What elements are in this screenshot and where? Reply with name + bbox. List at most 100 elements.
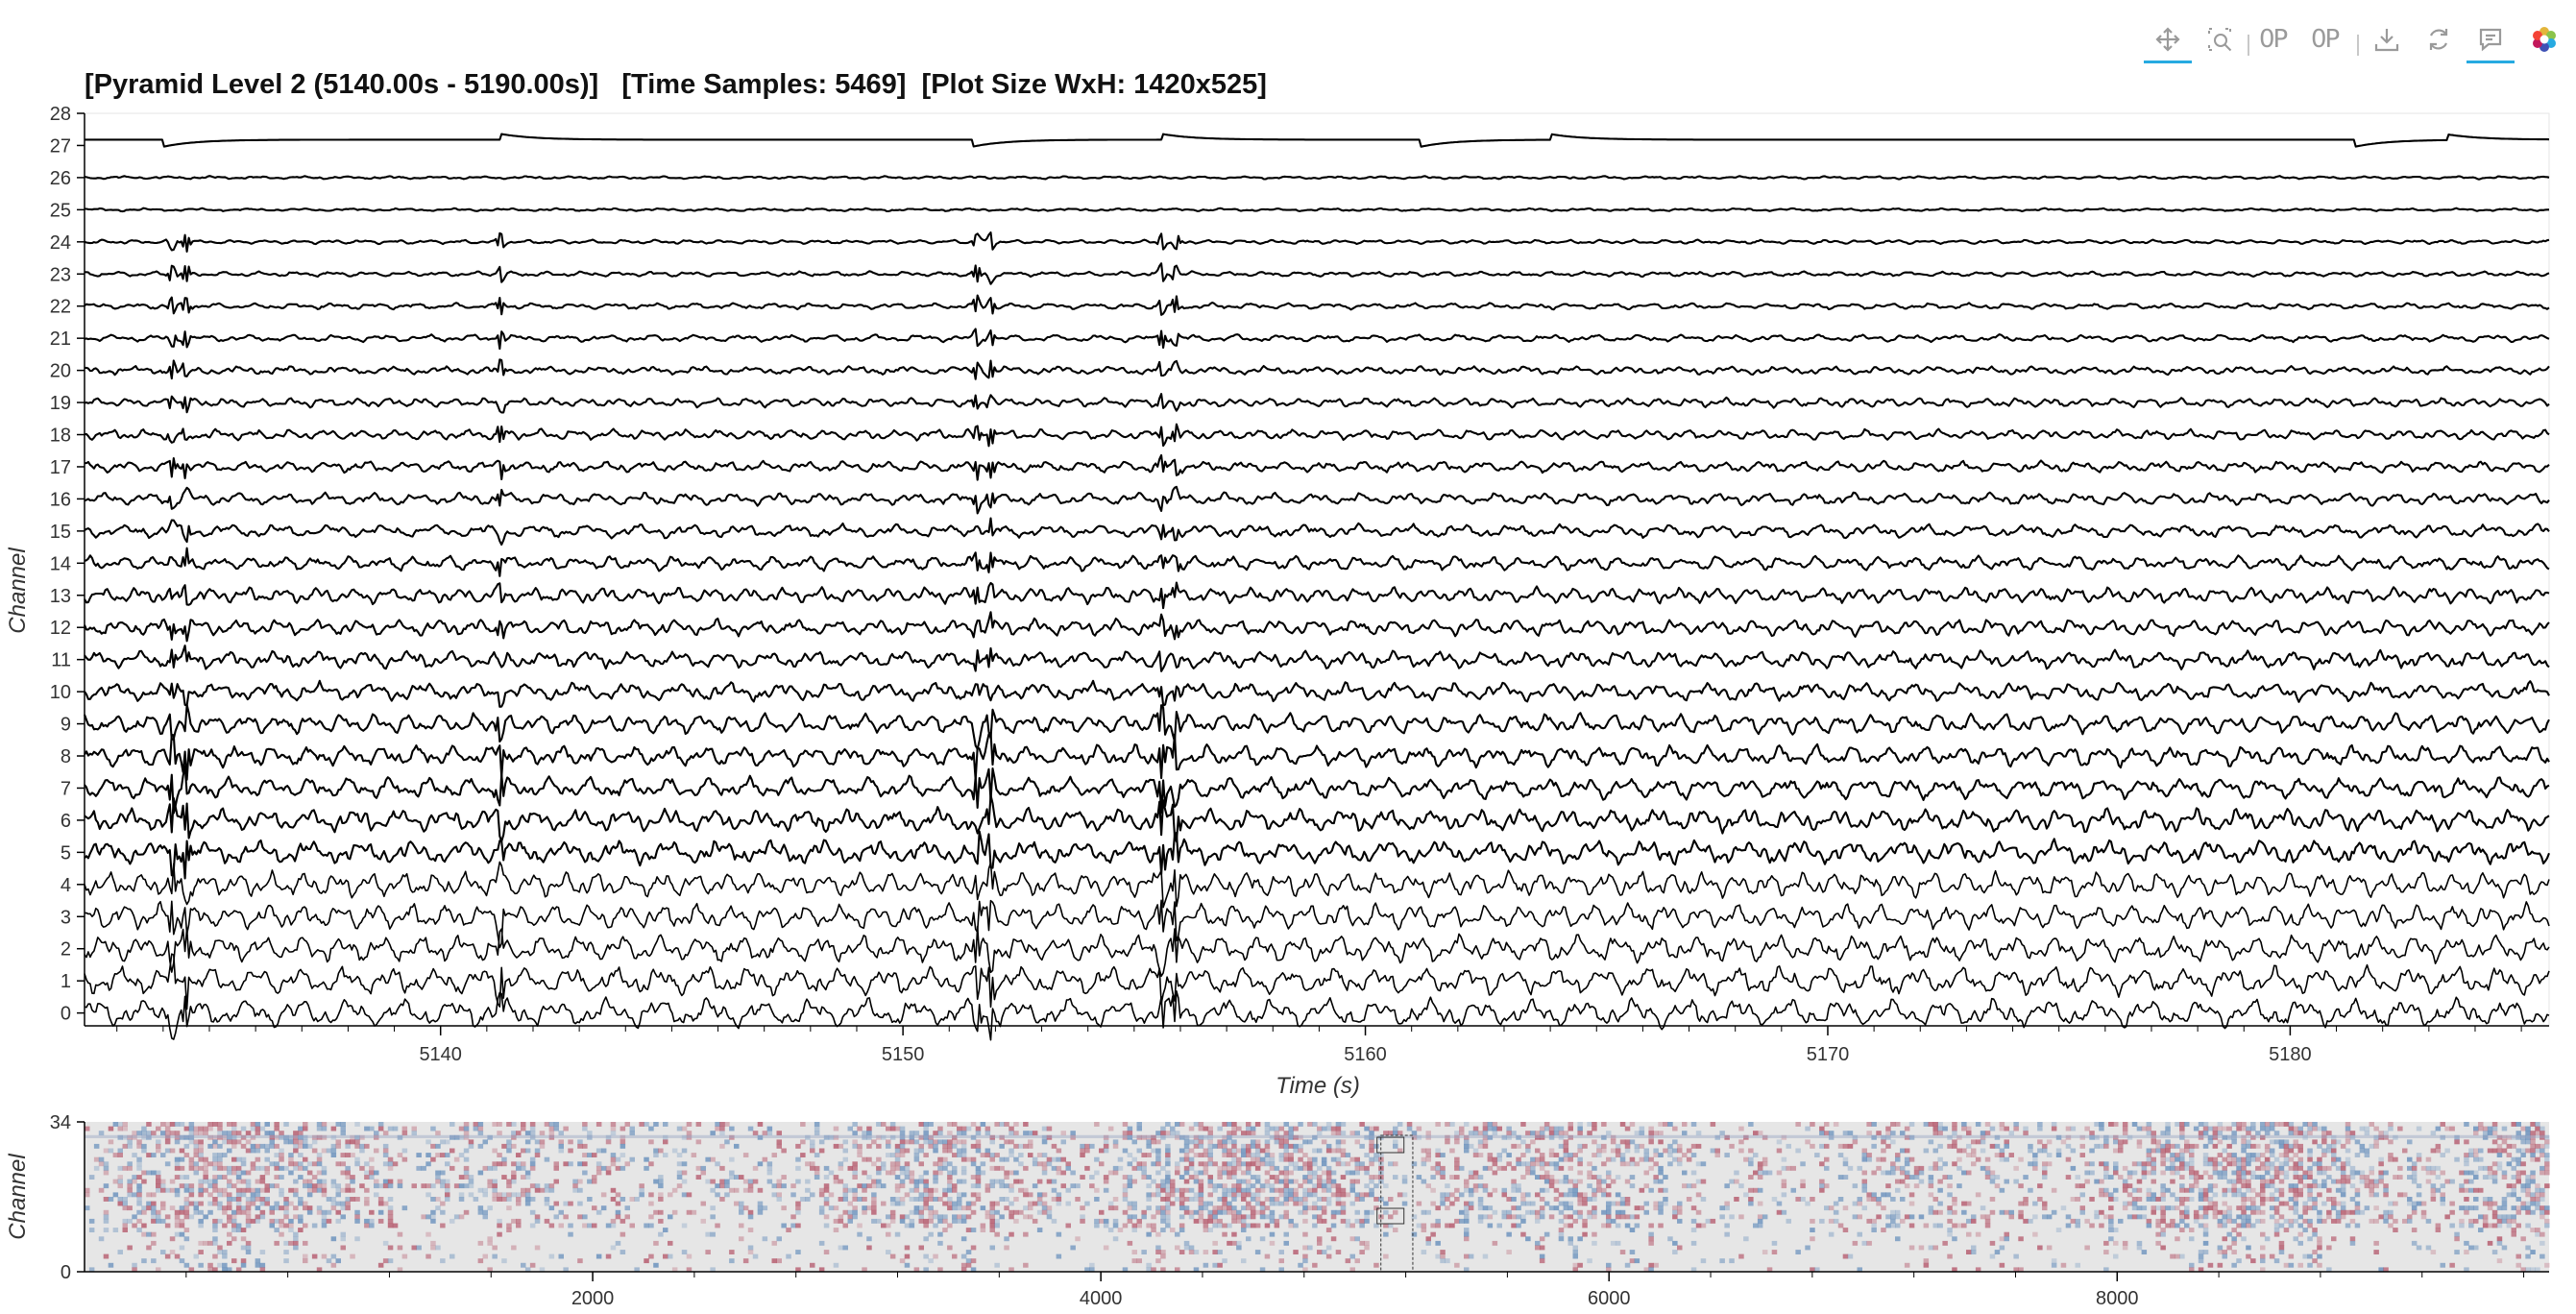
heatmap-cell (174, 1122, 181, 1127)
bokeh-logo-link[interactable] (2518, 13, 2570, 67)
heatmap-cell (2321, 1201, 2327, 1206)
zoom-in-tool-button[interactable]: 0P (2251, 13, 2303, 67)
heatmap-cell (592, 1223, 597, 1229)
heatmap-cell (1932, 1245, 1938, 1251)
heatmap-cell (2264, 1197, 2271, 1202)
heatmap-cell (2094, 1122, 2100, 1127)
heatmap-cell (933, 1139, 938, 1145)
heatmap-cell (2212, 1170, 2219, 1176)
heatmap-cell (340, 1161, 346, 1167)
pan-tool-button[interactable] (2142, 13, 2194, 67)
heatmap-cell (311, 1183, 318, 1189)
heatmap-cell (2122, 1205, 2128, 1211)
heatmap-cell (2155, 1205, 2161, 1211)
heatmap-cell (1288, 1192, 1294, 1198)
heatmap-cell (2288, 1131, 2295, 1136)
heatmap-cell (1131, 1214, 1137, 1220)
heatmap-cell (397, 1245, 403, 1251)
heatmap-cell (1302, 1179, 1308, 1184)
heatmap-cell (2075, 1223, 2080, 1229)
heatmap-cell (1824, 1143, 1830, 1149)
heatmap-cell (1036, 1153, 1043, 1157)
heatmap-cell (350, 1153, 355, 1157)
heatmap-cell (904, 1161, 911, 1167)
heatmap-cell (1567, 1179, 1573, 1184)
heatmap-cell (1227, 1175, 1232, 1180)
heatmap-cell (1312, 1183, 1318, 1189)
heatmap-cell (1435, 1148, 1441, 1154)
heatmap-cell (316, 1183, 323, 1189)
heatmap-cell (521, 1161, 526, 1167)
heatmap-cell (1567, 1122, 1573, 1127)
heatmap-cell (2099, 1179, 2104, 1184)
heatmap-cell (847, 1214, 853, 1220)
heatmap-cell (2241, 1197, 2247, 1202)
reset-tool-button[interactable] (2413, 13, 2465, 67)
heatmap-cell (970, 1175, 977, 1180)
heatmap-cell (2013, 1179, 2019, 1184)
heatmap-cell (1634, 1143, 1640, 1149)
heatmap-cell (577, 1214, 583, 1220)
heatmap-cell (303, 1143, 308, 1149)
heatmap-cell (2226, 1214, 2232, 1220)
heatmap-cell (1596, 1148, 1602, 1154)
heatmap-cell (842, 1245, 848, 1251)
heatmap-cell (183, 1228, 190, 1232)
heatmap-cell (2231, 1236, 2237, 1242)
heatmap-cell (1141, 1209, 1147, 1215)
heatmap-cell (416, 1245, 422, 1251)
heatmap-cell (1824, 1165, 1830, 1171)
heatmap-cell (818, 1139, 825, 1145)
heatmap-cell (620, 1134, 626, 1140)
heatmap-cell (989, 1139, 995, 1145)
heatmap-cell (1913, 1175, 1920, 1180)
heatmap-cell (1572, 1245, 1578, 1251)
heatmap-cell (2416, 1201, 2422, 1206)
heatmap-cell (989, 1223, 995, 1229)
zoom-out-tool-button[interactable]: 0P (2303, 13, 2355, 67)
heatmap-cell (1307, 1122, 1313, 1127)
heatmap-cell (1231, 1161, 1237, 1167)
heatmap-cell (810, 1192, 815, 1198)
heatmap-cell (960, 1192, 967, 1198)
heatmap-cell (2207, 1205, 2214, 1211)
heatmap-cell (1980, 1148, 1986, 1154)
save-tool-button[interactable] (2361, 13, 2413, 67)
heatmap-cell (1445, 1258, 1450, 1264)
heatmap-cell (227, 1139, 232, 1145)
heatmap-cell (1771, 1240, 1778, 1246)
heatmap-cell (2141, 1161, 2148, 1167)
heatmap-cell (2217, 1131, 2224, 1136)
hover-tool-button[interactable] (2465, 13, 2516, 67)
heatmap-cell (2264, 1170, 2271, 1176)
heatmap-cell (1629, 1258, 1636, 1264)
heatmap-cell (222, 1131, 228, 1136)
heatmap-cell (923, 1187, 929, 1193)
heatmap-cell (595, 1253, 602, 1259)
heatmap-cell (350, 1197, 355, 1202)
heatmap-cell (2155, 1231, 2161, 1237)
heatmap-cell (1572, 1179, 1578, 1184)
heatmap-cell (605, 1134, 612, 1140)
heatmap-cell (1302, 1218, 1308, 1224)
overview-minimap[interactable]: 034 2000 4000 6000 8000 Channel (0, 1114, 2576, 1306)
main-signal-plot[interactable]: 0123456789101112131415161718192021222324… (0, 96, 2576, 1210)
heatmap-cell (132, 1214, 137, 1220)
heatmap-cell (1393, 1175, 1398, 1180)
heatmap-cell (1165, 1218, 1171, 1224)
heatmap-cell (487, 1165, 493, 1171)
heatmap-cell (1477, 1143, 1484, 1149)
heatmap-cell (1298, 1122, 1303, 1127)
heatmap-cell (117, 1153, 123, 1157)
heatmap-cell (306, 1179, 313, 1184)
heatmap-cell (2411, 1240, 2418, 1246)
heatmap-cell (521, 1148, 526, 1154)
heatmap-cell (994, 1165, 1000, 1171)
heatmap-cell (2420, 1201, 2427, 1206)
heatmap-cell (2241, 1214, 2247, 1220)
heatmap-cell (2430, 1183, 2437, 1189)
heatmap-cell (1648, 1165, 1654, 1171)
heatmap-cell (1900, 1179, 1906, 1184)
box-zoom-tool-button[interactable] (2194, 13, 2246, 67)
heatmap-cell (810, 1161, 815, 1167)
